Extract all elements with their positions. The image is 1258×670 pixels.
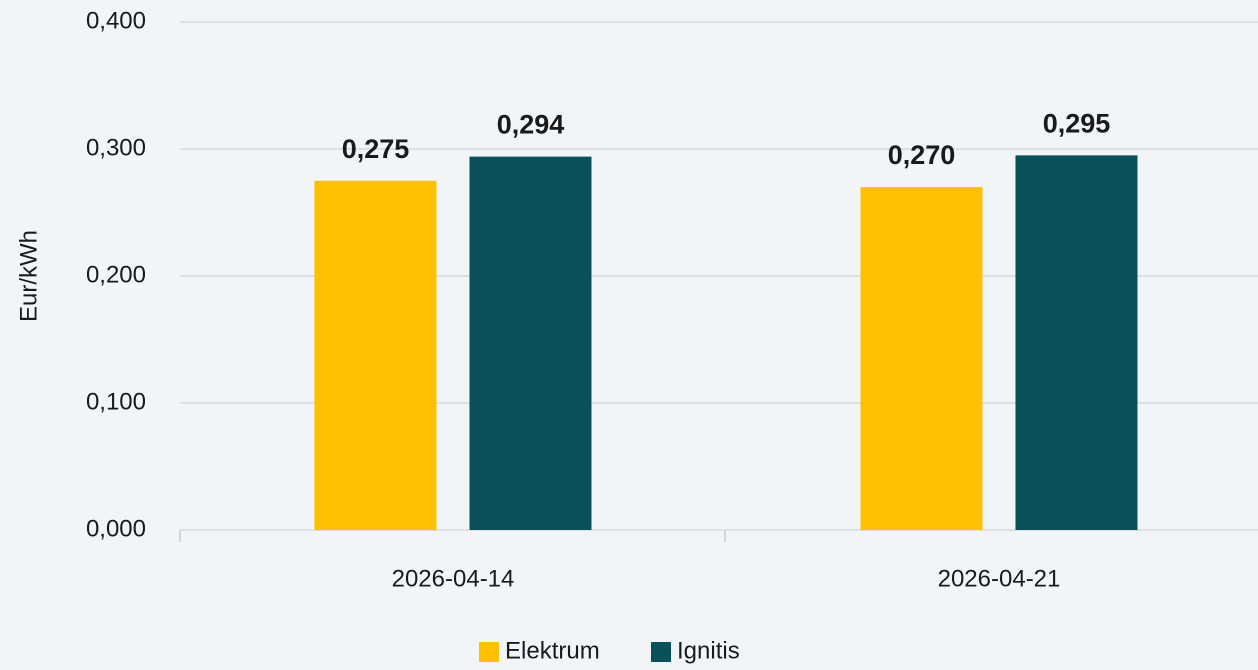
bar <box>1015 155 1138 530</box>
y-tick-label: 0,000 <box>86 515 146 542</box>
legend-label: Elektrum <box>505 637 600 664</box>
bar <box>469 156 592 530</box>
data-label: 0,275 <box>342 134 410 164</box>
bar <box>860 187 983 530</box>
x-tick-label: 2026-04-14 <box>392 565 515 592</box>
y-tick-label: 0,300 <box>86 134 146 161</box>
legend-swatch <box>651 642 671 662</box>
y-axis-label: Eur/kWh <box>15 230 42 322</box>
bar <box>314 180 437 530</box>
legend-label: Ignitis <box>677 637 740 664</box>
legend-swatch <box>479 642 499 662</box>
x-tick-label: 2026-04-21 <box>938 565 1061 592</box>
y-tick-label: 0,100 <box>86 388 146 415</box>
data-label: 0,294 <box>497 110 565 140</box>
y-tick-label: 0,400 <box>86 7 146 34</box>
data-label: 0,270 <box>888 140 956 170</box>
data-label: 0,295 <box>1043 108 1111 138</box>
y-tick-label: 0,200 <box>86 261 146 288</box>
